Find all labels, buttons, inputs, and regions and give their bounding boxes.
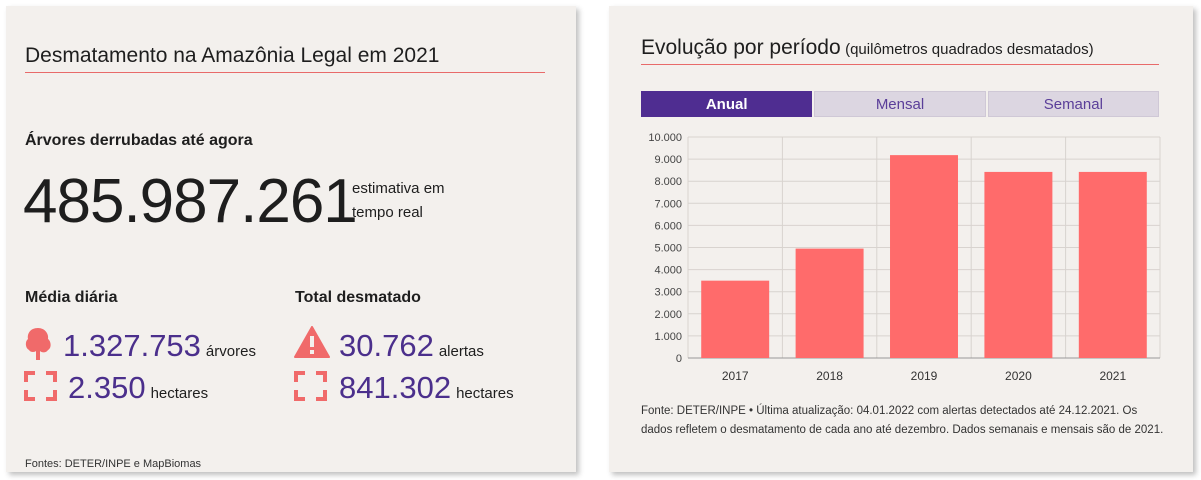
x-tick-label: 2021 <box>1099 369 1126 383</box>
daily-trees-stat: 1.327.753 árvores <box>63 328 256 364</box>
total-hectares-value: 841.302 <box>339 370 452 405</box>
daily-trees-value: 1.327.753 <box>63 328 201 363</box>
chart-title-main: Evolução por período <box>641 36 841 59</box>
bar-2017 <box>701 280 770 358</box>
x-tick-label: 2018 <box>816 369 843 383</box>
y-tick-label: 8.000 <box>654 176 682 188</box>
tree-icon <box>25 328 51 360</box>
total-hectares-unit: hectares <box>456 385 514 402</box>
y-tick-label: 0 <box>676 353 682 365</box>
trees-counter: 485.987.261 <box>23 167 358 236</box>
total-alerts-unit: alertas <box>438 343 484 360</box>
y-tick-label: 10.000 <box>648 132 682 144</box>
bar-2019 <box>890 155 958 358</box>
chart-title-sub: (quilômetros quadrados desmatados) <box>845 41 1094 58</box>
x-tick-label: 2019 <box>911 369 938 383</box>
area-frame-icon <box>294 371 327 401</box>
y-tick-label: 7.000 <box>654 198 682 210</box>
bar-2018 <box>795 248 864 358</box>
summary-card: Desmatamento na Amazônia Legal em 2021 Á… <box>6 6 576 472</box>
bar-2020 <box>984 171 1053 358</box>
trees-heading: Árvores derrubadas até agora <box>25 132 253 149</box>
bar-2021 <box>1078 171 1147 358</box>
tab-anual[interactable]: Anual <box>641 91 813 117</box>
chart-title: Evolução por período (quilômetros quadra… <box>641 36 1159 65</box>
total-heading: Total desmatado <box>295 289 421 306</box>
y-tick-label: 3.000 <box>654 287 682 299</box>
total-alerts-value: 30.762 <box>339 328 434 363</box>
x-tick-label: 2020 <box>1005 369 1032 383</box>
daily-trees-unit: árvores <box>205 343 256 360</box>
daily-hectares-unit: hectares <box>150 385 209 402</box>
y-tick-label: 4.000 <box>654 265 682 277</box>
chart-card: Evolução por período (quilômetros quadra… <box>609 6 1193 472</box>
summary-source: Fontes: DETER/INPE e MapBiomas <box>25 458 202 470</box>
chart-source: Fonte: DETER/INPE • Última atualização: … <box>641 405 1164 436</box>
tab-semanal[interactable]: Semanal <box>987 91 1159 117</box>
daily-heading: Média diária <box>25 289 118 306</box>
total-alerts-stat: 30.762 alertas <box>339 328 484 364</box>
area-frame-icon <box>24 371 57 401</box>
x-tick-label: 2017 <box>722 369 749 383</box>
tab-mensal[interactable]: Mensal <box>814 91 986 117</box>
y-tick-label: 1.000 <box>654 331 682 343</box>
y-tick-label: 9.000 <box>654 154 682 166</box>
period-tabs: Anual Mensal Semanal <box>641 91 1159 117</box>
trees-note: estimativa em tempo real <box>352 180 445 221</box>
y-tick-label: 6.000 <box>654 220 682 232</box>
daily-hectares-stat: 2.350 hectares <box>68 370 208 406</box>
total-hectares-stat: 841.302 hectares <box>339 370 514 406</box>
y-tick-label: 5.000 <box>654 243 682 255</box>
bar-chart: 0 1.000 2.000 3.000 4.000 5.000 6.000 7.000 8.00… <box>648 132 1161 383</box>
summary-title: Desmatamento na Amazônia Legal em 2021 <box>25 44 545 73</box>
y-tick-label: 2.000 <box>654 309 682 321</box>
daily-hectares-value: 2.350 <box>68 370 146 405</box>
warning-icon <box>294 326 330 358</box>
